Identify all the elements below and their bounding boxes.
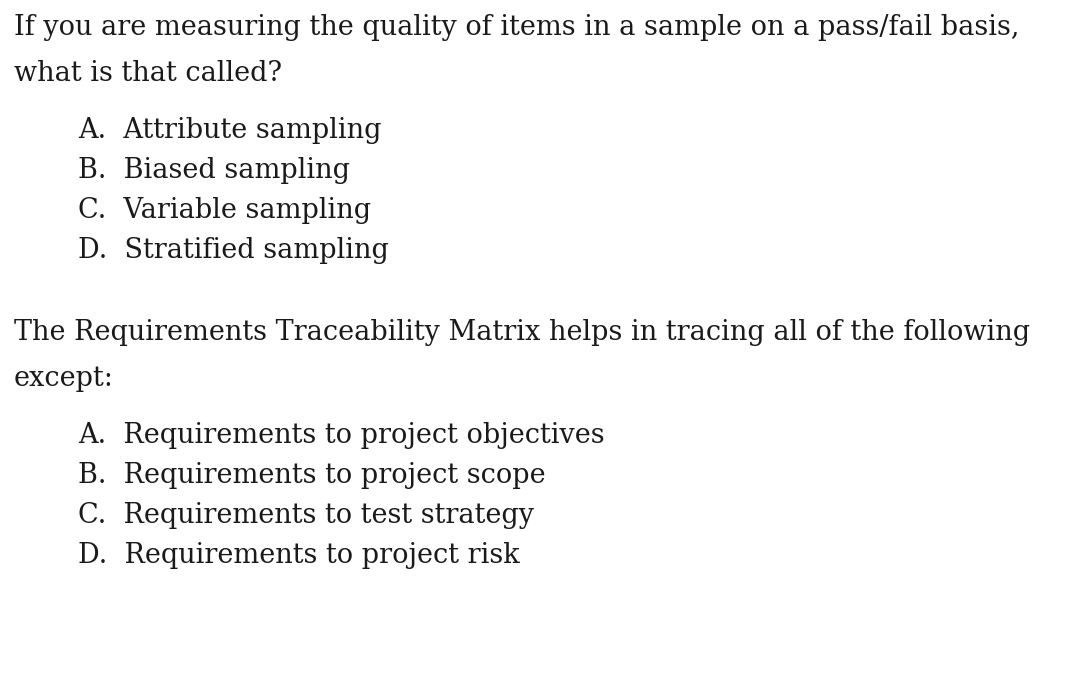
Text: except:: except: <box>14 365 113 392</box>
Text: If you are measuring the quality of items in a sample on a pass/fail basis,: If you are measuring the quality of item… <box>14 14 1020 41</box>
Text: The Requirements Traceability Matrix helps in tracing all of the following: The Requirements Traceability Matrix hel… <box>14 319 1030 346</box>
Text: D.  Requirements to project risk: D. Requirements to project risk <box>78 542 519 569</box>
Text: A.  Requirements to project objectives: A. Requirements to project objectives <box>78 422 605 450</box>
Text: A.  Attribute sampling: A. Attribute sampling <box>78 117 381 144</box>
Text: what is that called?: what is that called? <box>14 60 282 86</box>
Text: C.  Variable sampling: C. Variable sampling <box>78 197 372 224</box>
Text: C.  Requirements to test strategy: C. Requirements to test strategy <box>78 503 534 530</box>
Text: D.  Stratified sampling: D. Stratified sampling <box>78 237 389 264</box>
Text: B.  Biased sampling: B. Biased sampling <box>78 157 350 184</box>
Text: B.  Requirements to project scope: B. Requirements to project scope <box>78 462 545 489</box>
